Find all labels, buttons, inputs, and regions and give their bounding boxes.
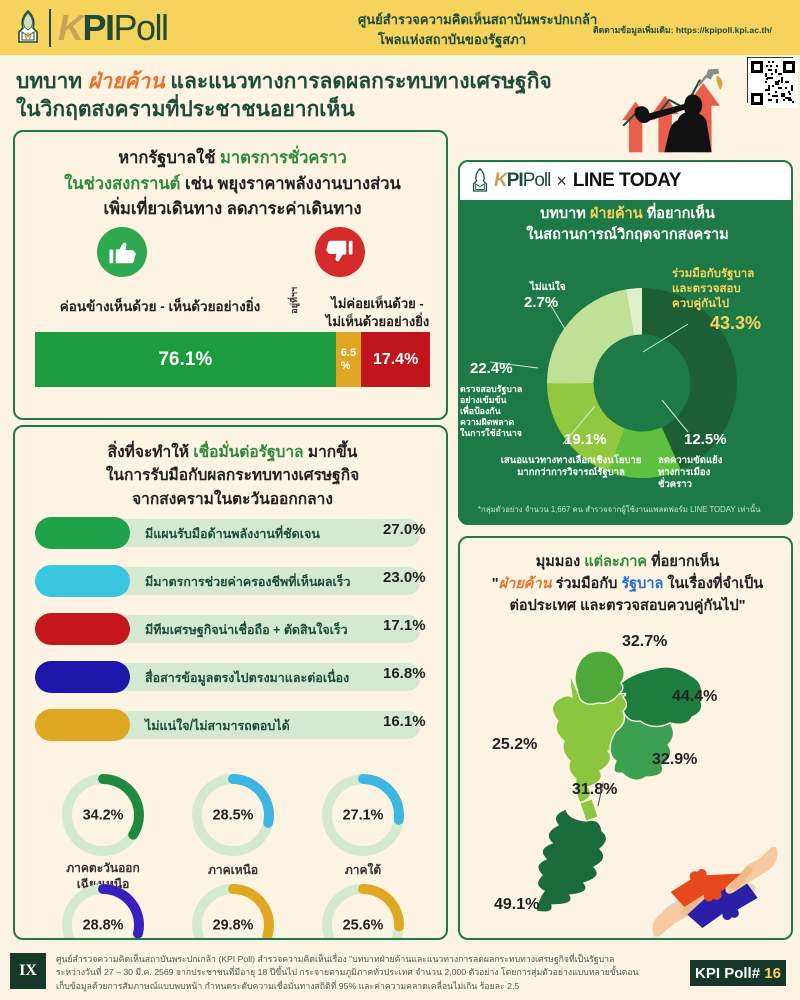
svg-text:28.5%: 28.5% bbox=[213, 808, 254, 824]
svg-text:29.8%: 29.8% bbox=[213, 918, 254, 934]
svg-text:W: W bbox=[24, 31, 33, 41]
svg-text:28.8%: 28.8% bbox=[83, 918, 124, 934]
svg-text:27.1%: 27.1% bbox=[343, 808, 384, 824]
svg-text:34.2%: 34.2% bbox=[83, 808, 124, 824]
svg-text:25.6%: 25.6% bbox=[343, 918, 384, 934]
